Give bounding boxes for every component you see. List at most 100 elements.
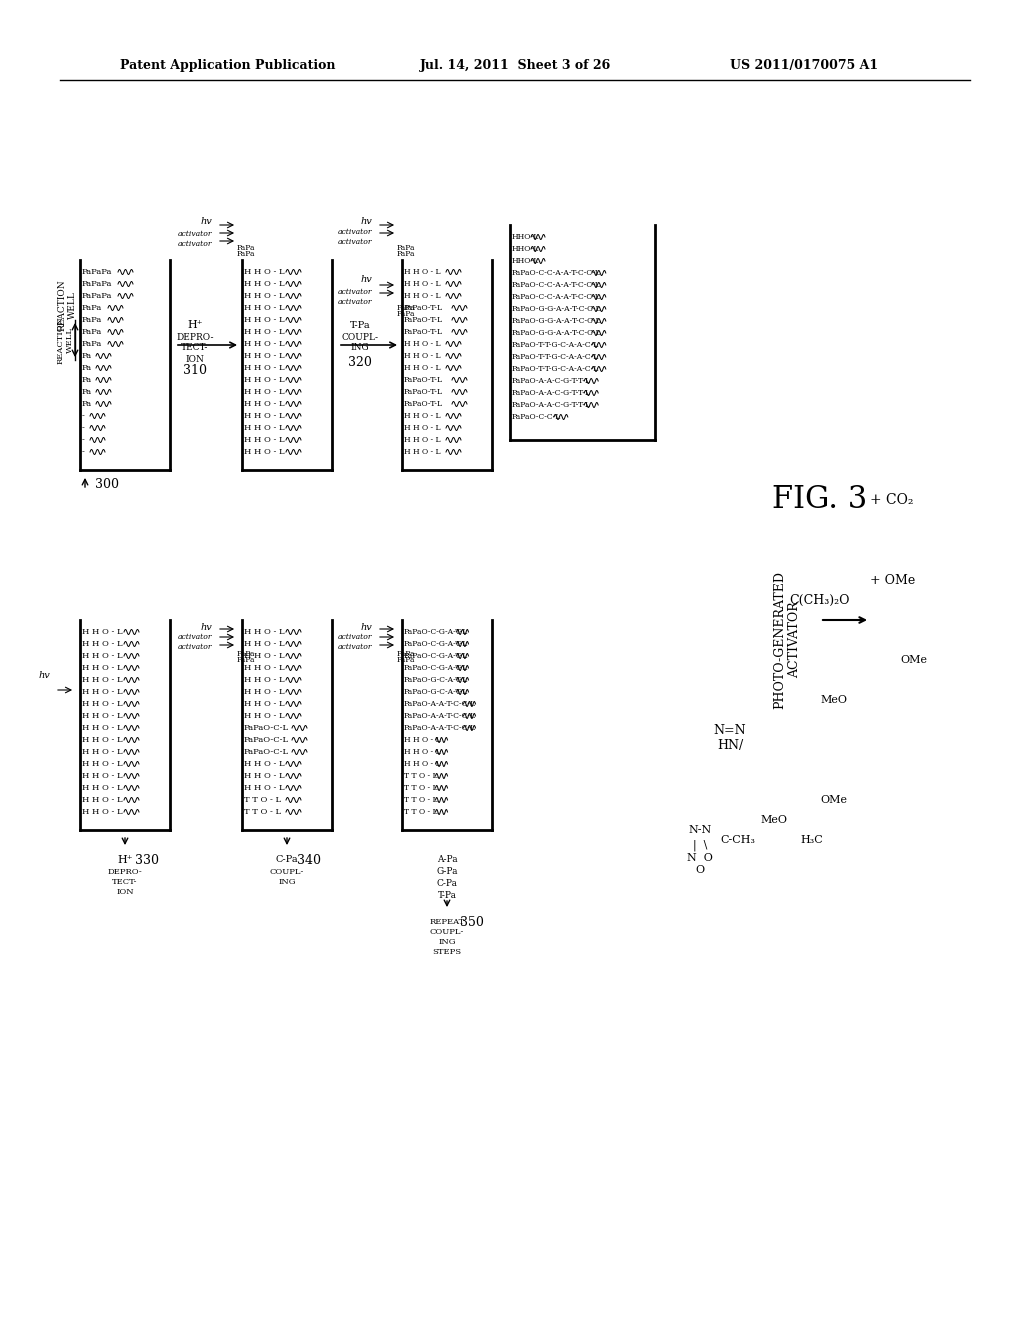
Text: PaPa: PaPa xyxy=(237,249,256,257)
Text: N-N: N-N xyxy=(688,825,712,836)
Text: PaPa: PaPa xyxy=(82,341,102,348)
Text: COUPL-: COUPL- xyxy=(430,928,464,936)
Text: activator: activator xyxy=(177,634,212,642)
Text: activator: activator xyxy=(338,288,372,296)
Text: FIG. 3: FIG. 3 xyxy=(772,484,867,516)
Text: H H O - L: H H O - L xyxy=(244,700,285,708)
Text: activator: activator xyxy=(177,240,212,248)
Text: H H O - L: H H O - L xyxy=(244,772,285,780)
Text: PaPaO-T-T-G-C-A-A-C-L: PaPaO-T-T-G-C-A-A-C-L xyxy=(512,352,599,360)
Text: hv: hv xyxy=(38,671,50,680)
Text: H H O - L: H H O - L xyxy=(82,737,123,744)
Text: N=N: N=N xyxy=(714,723,746,737)
Text: PaPaO-C-L: PaPaO-C-L xyxy=(244,723,289,733)
Text: T T O - L: T T O - L xyxy=(404,784,437,792)
Text: H H O - L: H H O - L xyxy=(404,737,440,744)
Text: WELL: WELL xyxy=(68,292,77,319)
Text: H H O - L: H H O - L xyxy=(244,400,285,408)
Text: H H O - L: H H O - L xyxy=(82,711,123,719)
Text: PaPaO-C-C-A-A-T-C-C-L: PaPaO-C-C-A-A-T-C-C-L xyxy=(512,293,601,301)
Text: H H O - L: H H O - L xyxy=(244,268,285,276)
Text: Pa: Pa xyxy=(82,364,92,372)
Text: H H O - L: H H O - L xyxy=(244,784,285,792)
Text: H H O - L: H H O - L xyxy=(404,292,440,300)
Text: PaPaPa: PaPaPa xyxy=(82,280,113,288)
Text: -: - xyxy=(82,424,85,432)
Text: ING: ING xyxy=(350,343,370,352)
Text: 310: 310 xyxy=(183,363,207,376)
Text: H H O - L: H H O - L xyxy=(404,412,440,420)
Text: |  \: | \ xyxy=(693,840,708,851)
Text: H H O - L: H H O - L xyxy=(244,664,285,672)
Text: H H O - L: H H O - L xyxy=(82,772,123,780)
Text: hv: hv xyxy=(360,218,372,227)
Text: TECT-: TECT- xyxy=(113,878,138,886)
Text: PaPaO-A-A-C-G-T-T-L: PaPaO-A-A-C-G-T-T-L xyxy=(512,401,591,409)
Text: H H O - L: H H O - L xyxy=(82,652,123,660)
Text: activator: activator xyxy=(177,230,212,238)
Text: T T O - L: T T O - L xyxy=(404,772,437,780)
Text: H H O - L: H H O - L xyxy=(244,652,285,660)
Text: + OMe: + OMe xyxy=(870,573,915,586)
Text: HN/: HN/ xyxy=(717,738,743,751)
Text: H H O - L: H H O - L xyxy=(244,352,285,360)
Text: PaPaO-A-A-T-C-C-L: PaPaO-A-A-T-C-C-L xyxy=(404,711,476,719)
Text: 350: 350 xyxy=(460,916,484,928)
Text: H H O - L: H H O - L xyxy=(244,676,285,684)
Text: + CO₂: + CO₂ xyxy=(870,492,913,507)
Text: H⁺: H⁺ xyxy=(118,855,133,865)
Text: O: O xyxy=(695,865,705,875)
Text: H H O - L: H H O - L xyxy=(244,315,285,323)
Text: US 2011/0170075 A1: US 2011/0170075 A1 xyxy=(730,58,879,71)
Text: H H O - L: H H O - L xyxy=(244,760,285,768)
Text: H H O - L: H H O - L xyxy=(82,748,123,756)
Text: PHOTO-GENERATED: PHOTO-GENERATED xyxy=(773,572,786,709)
Text: PaPa: PaPa xyxy=(82,304,102,312)
Text: 320: 320 xyxy=(348,355,372,368)
Text: REACTION
WELL: REACTION WELL xyxy=(56,315,74,364)
Text: HHO-L: HHO-L xyxy=(512,234,540,242)
Text: STEPS: STEPS xyxy=(432,948,462,956)
Text: ING: ING xyxy=(438,939,456,946)
Text: H H O - L: H H O - L xyxy=(244,436,285,444)
Text: PaPaO-C-C-L: PaPaO-C-C-L xyxy=(512,413,561,421)
Text: PaPaO-T-L: PaPaO-T-L xyxy=(404,376,443,384)
Text: H H O - L: H H O - L xyxy=(244,711,285,719)
Text: ACTIVATOR: ACTIVATOR xyxy=(788,602,802,678)
Text: PaPa: PaPa xyxy=(237,656,256,664)
Text: T T O - L: T T O - L xyxy=(244,796,282,804)
Text: Pa: Pa xyxy=(82,352,92,360)
Text: HHO-L: HHO-L xyxy=(512,257,540,265)
Text: -: - xyxy=(82,447,85,455)
Text: H H O - L: H H O - L xyxy=(404,341,440,348)
Text: REACTION: REACTION xyxy=(57,280,67,331)
Text: PaPaO-A-A-C-G-T-T-L: PaPaO-A-A-C-G-T-T-L xyxy=(512,389,591,397)
Text: T T O - L: T T O - L xyxy=(244,808,282,816)
Text: H H O - L: H H O - L xyxy=(244,424,285,432)
Text: H H O - L: H H O - L xyxy=(82,796,123,804)
Text: PaPaO-C-G-A-T-L: PaPaO-C-G-A-T-L xyxy=(404,652,468,660)
Text: OMe: OMe xyxy=(900,655,927,665)
Text: H H O - L: H H O - L xyxy=(82,760,123,768)
Text: PaPaO-C-G-A-T-L: PaPaO-C-G-A-T-L xyxy=(404,628,468,636)
Text: C-CH₃: C-CH₃ xyxy=(720,836,755,845)
Text: Pa: Pa xyxy=(82,388,92,396)
Text: PaPaO-C-G-A-T-L: PaPaO-C-G-A-T-L xyxy=(404,664,468,672)
Text: PaPaO-T-L: PaPaO-T-L xyxy=(404,388,443,396)
Text: PaPaPa: PaPaPa xyxy=(82,268,113,276)
Text: H H O - L: H H O - L xyxy=(404,436,440,444)
Text: PaPaO-T-T-G-C-A-A-C-L: PaPaO-T-T-G-C-A-A-C-L xyxy=(512,366,599,374)
Text: activator: activator xyxy=(177,643,212,651)
Text: C-Pa: C-Pa xyxy=(275,855,298,865)
Text: H H O - L: H H O - L xyxy=(244,688,285,696)
Text: H H O - L: H H O - L xyxy=(244,280,285,288)
Text: H H O - L: H H O - L xyxy=(244,327,285,337)
Text: H H O - L: H H O - L xyxy=(244,304,285,312)
Text: H H O - L: H H O - L xyxy=(404,447,440,455)
Text: H H O - L: H H O - L xyxy=(244,292,285,300)
Text: PaPa: PaPa xyxy=(397,244,416,252)
Text: MeO: MeO xyxy=(760,814,787,825)
Text: H H O - L: H H O - L xyxy=(244,364,285,372)
Text: COUPL-: COUPL- xyxy=(269,869,304,876)
Text: HHO-L: HHO-L xyxy=(512,246,540,253)
